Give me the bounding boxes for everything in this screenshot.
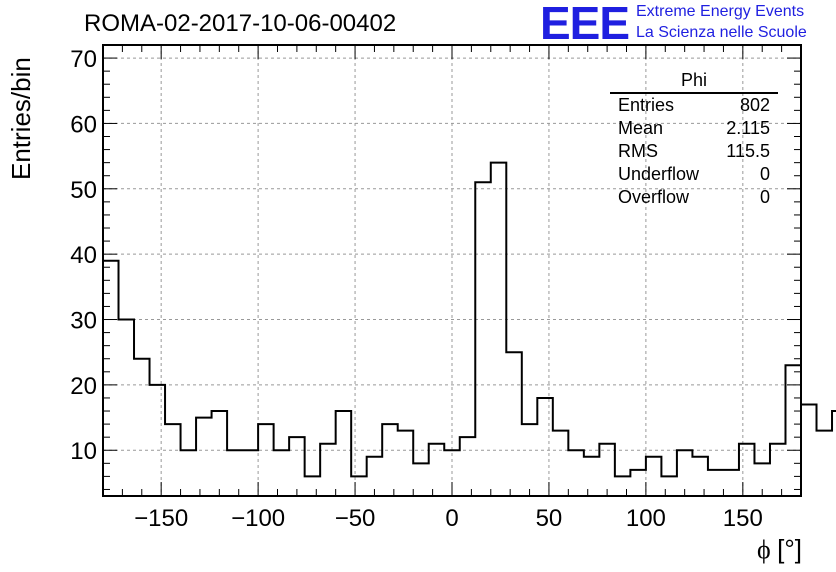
histogram-bin	[537, 398, 553, 496]
histogram-bin	[522, 424, 538, 496]
plot-frame	[102, 44, 802, 497]
histogram-bin	[181, 450, 197, 496]
logo-tagline-2: La Scienza nelle Scuole	[636, 24, 807, 41]
stats-title: Phi	[610, 70, 778, 94]
x-tick-label: −150	[134, 505, 188, 532]
histogram-bin	[677, 450, 693, 496]
histogram-bin	[258, 424, 274, 496]
stats-row-overflow: Overflow 0	[610, 186, 778, 209]
histogram-bin	[506, 352, 522, 496]
x-axis-symbol: ϕ	[756, 535, 771, 564]
histogram-bin	[739, 444, 755, 496]
histogram-bin	[444, 450, 460, 496]
histogram-bin	[134, 359, 150, 496]
x-tick-label: 0	[445, 505, 458, 532]
stats-value: 0	[759, 164, 770, 184]
histogram-bin	[770, 444, 786, 496]
histogram-bin	[460, 437, 476, 496]
histogram-bin	[692, 457, 708, 496]
y-tick-label: 30	[70, 308, 97, 335]
histogram-bin	[615, 476, 631, 496]
histogram-bin	[646, 457, 662, 496]
eee-logo: EEE	[540, 0, 630, 49]
histogram-bin	[382, 424, 398, 496]
histogram-bin	[243, 450, 259, 496]
stats-label: RMS	[618, 141, 658, 161]
y-tick-label: 60	[70, 111, 97, 138]
histogram-bin	[398, 431, 414, 496]
stats-row-entries: Entries 802	[610, 94, 778, 117]
histogram-bin	[661, 476, 677, 496]
histogram-bin	[817, 431, 833, 496]
stats-value: 115.5	[726, 141, 770, 161]
histogram-bin	[305, 476, 321, 496]
stats-row-mean: Mean 2.115	[610, 117, 778, 140]
stats-box: Phi Entries 802 Mean 2.115 RMS 115.5 Und…	[610, 70, 778, 209]
histogram-bin	[785, 365, 801, 496]
y-tick-label: 70	[70, 46, 97, 73]
stats-value: 2.115	[726, 118, 770, 138]
histogram-bin	[599, 444, 615, 496]
stats-label: Entries	[618, 95, 675, 115]
x-axis-unit: [°]	[777, 534, 802, 564]
histogram-bin	[320, 444, 336, 496]
stats-value: 802	[739, 95, 770, 115]
y-tick-label: 20	[70, 373, 97, 400]
histogram-bin	[754, 463, 770, 496]
histogram-bin	[351, 476, 367, 496]
histogram-bin	[723, 470, 739, 496]
y-tick-label: 40	[70, 242, 97, 269]
logo-tagline-1: Extreme Energy Events	[636, 3, 805, 20]
stats-row-rms: RMS 115.5	[610, 140, 778, 163]
histogram-bin	[491, 163, 507, 496]
stats-value: 0	[759, 187, 770, 207]
stats-label: Overflow	[618, 187, 690, 207]
histogram-step-line	[103, 161, 836, 478]
x-tick-label: −100	[231, 505, 285, 532]
histogram-bin	[429, 444, 445, 496]
stats-row-underflow: Underflow 0	[610, 163, 778, 186]
x-tick-label: −50	[335, 505, 376, 532]
histogram-bin	[150, 385, 166, 496]
histogram-bin	[103, 261, 119, 496]
x-tick-label: 150	[723, 505, 763, 532]
stats-label: Mean	[618, 118, 664, 138]
histogram-bin	[630, 470, 646, 496]
y-axis-label: Entries/bin	[6, 57, 36, 180]
histogram-bin	[289, 437, 305, 496]
histogram-bin	[568, 450, 584, 496]
histogram-bin	[708, 470, 724, 496]
histogram-bin	[227, 450, 243, 496]
histogram-bin	[832, 411, 836, 496]
stats-label: Underflow	[618, 164, 700, 184]
histogram-bin	[413, 463, 429, 496]
histogram-bin	[196, 418, 212, 496]
histogram-bin	[119, 320, 135, 496]
histogram-bin	[584, 457, 600, 496]
histogram-bin	[165, 424, 181, 496]
run-title: ROMA-02-2017-10-06-00402	[84, 10, 397, 37]
y-tick-label: 50	[70, 177, 97, 204]
histogram-bin	[553, 431, 569, 496]
histogram-bin	[274, 450, 290, 496]
histogram-bin	[212, 411, 228, 496]
histogram-bin	[367, 457, 383, 496]
histogram-bin	[801, 404, 817, 496]
x-tick-label: 100	[626, 505, 666, 532]
x-axis-label: ϕ [°]	[757, 534, 802, 565]
x-tick-label: 50	[536, 505, 563, 532]
y-tick-label: 10	[70, 438, 97, 465]
histogram-bin	[475, 182, 491, 496]
histogram-bin	[336, 411, 352, 496]
